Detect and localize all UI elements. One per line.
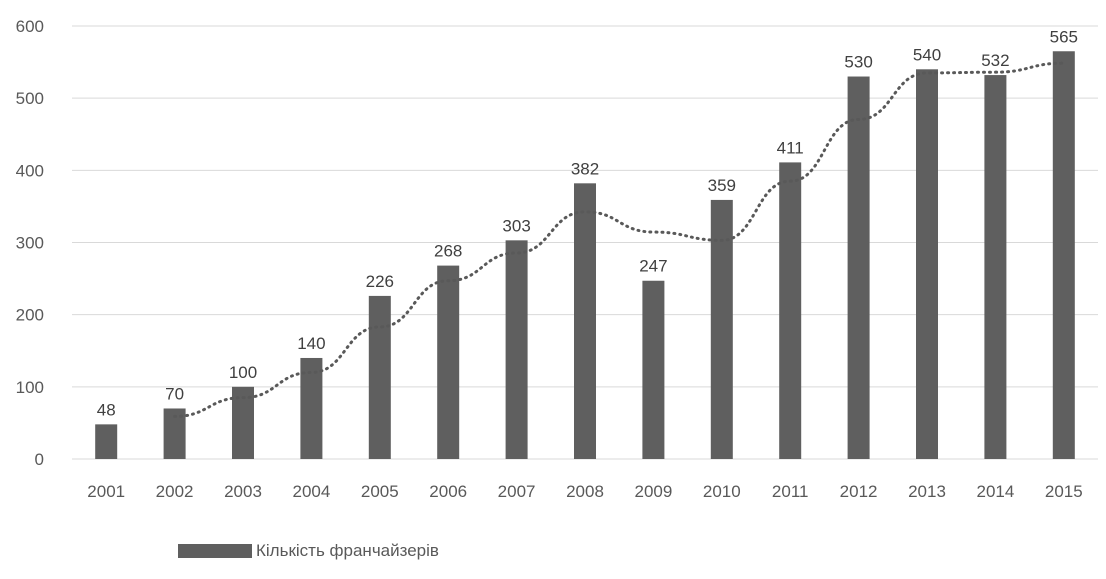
data-label: 70: [165, 384, 184, 403]
data-label: 532: [981, 51, 1009, 70]
data-label: 303: [502, 216, 530, 235]
x-tick-label: 2010: [703, 482, 741, 501]
data-label: 530: [844, 53, 872, 72]
data-label: 100: [229, 363, 257, 382]
data-label: 565: [1050, 27, 1078, 46]
x-tick-label: 2009: [634, 482, 672, 501]
bars: [95, 51, 1075, 460]
data-label: 247: [639, 257, 667, 276]
x-tick-label: 2008: [566, 482, 604, 501]
x-tick-label: 2003: [224, 482, 262, 501]
bar: [779, 162, 802, 459]
legend: Кількість франчайзерів: [178, 540, 439, 562]
bar: [437, 265, 460, 459]
bar: [984, 75, 1007, 459]
x-tick-label: 2004: [292, 482, 330, 501]
bar: [232, 386, 254, 459]
x-tick-label: 2013: [908, 482, 946, 501]
x-tick-label: 2014: [976, 482, 1014, 501]
x-tick-label: 2006: [429, 482, 467, 501]
bar: [847, 76, 870, 460]
data-label: 411: [777, 138, 804, 157]
data-label: 268: [434, 242, 462, 261]
data-label: 226: [366, 272, 394, 291]
bar: [368, 295, 391, 459]
x-tick-label: 2012: [840, 482, 878, 501]
moving-average-trendline: [173, 61, 1066, 418]
legend-label: Кількість франчайзерів: [256, 541, 439, 560]
legend-swatch: [178, 544, 252, 558]
bar: [916, 69, 938, 460]
data-label: 359: [708, 176, 736, 195]
data-label: 140: [297, 334, 325, 353]
data-label: 48: [97, 400, 116, 419]
y-tick-label: 100: [16, 378, 44, 397]
data-labels: 48 70 100 140 226 268 303 382 247 359 411 530 540 532…: [97, 27, 1078, 419]
y-tick-label: 300: [16, 234, 44, 253]
bar: [505, 240, 528, 459]
bar: [300, 357, 323, 459]
bar: [642, 280, 665, 459]
bar: [163, 408, 186, 459]
bar: [710, 199, 733, 459]
y-tick-label: 400: [16, 161, 44, 180]
bar: [95, 424, 118, 459]
y-tick-label: 0: [35, 450, 44, 469]
bar: [574, 183, 596, 459]
data-label: 382: [571, 159, 599, 178]
x-tick-label: 2011: [772, 482, 809, 501]
y-tick-label: 500: [16, 89, 44, 108]
y-tick-label: 600: [16, 17, 44, 36]
trendline-path: [173, 61, 1066, 418]
x-tick-label: 2002: [156, 482, 194, 501]
x-tick-label: 2005: [361, 482, 399, 501]
x-axis-tick-labels: 2001 2002 2003 2004 2005 2006 2007 2008 2009 2010…: [87, 482, 1082, 501]
y-tick-label: 200: [16, 306, 44, 325]
x-tick-label: 2015: [1045, 482, 1083, 501]
data-label: 540: [913, 45, 941, 64]
x-tick-label: 2007: [498, 482, 536, 501]
x-tick-label: 2001: [87, 482, 125, 501]
y-axis-tick-labels: 0 100 200 300 400 500 600: [16, 17, 44, 469]
bar: [1052, 51, 1075, 460]
